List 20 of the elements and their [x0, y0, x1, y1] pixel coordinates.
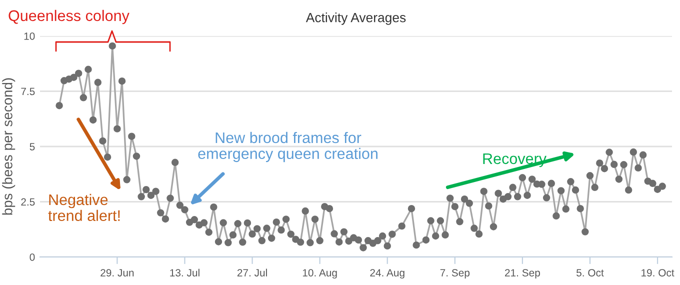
x-tick-label: 19. Oct	[642, 269, 674, 276]
annotation: New brood frames for emergency queen creation	[198, 132, 378, 162]
x-tick-label: 29. Jun	[100, 269, 134, 276]
y-tick-label: 10	[24, 32, 35, 40]
x-tick-label: 5. Oct	[576, 269, 604, 276]
x-tick-label: 24. Aug	[370, 269, 404, 279]
annotation: Negative trend alert!	[48, 194, 120, 222]
y-tick-label: 0	[30, 254, 35, 261]
x-tick-label: 10. Aug	[302, 269, 337, 279]
text: Queenless colony	[8, 10, 130, 24]
y-axis-title: bps (bees per second)	[2, 78, 16, 215]
annotation: Recovery	[483, 153, 546, 168]
y-tick-label: 7.5	[21, 88, 35, 96]
y-tick-label: 5	[30, 143, 35, 150]
x-tick-label: 13. Jul	[170, 268, 200, 276]
x-tick-label: 27. Jul	[237, 268, 267, 276]
x-tick-label: 7. Sep	[440, 269, 470, 279]
x-tick-label: 21. Sep	[505, 269, 540, 279]
chart-title: Activity Averages	[306, 12, 406, 25]
y-tick-label: 2.5	[21, 198, 35, 206]
